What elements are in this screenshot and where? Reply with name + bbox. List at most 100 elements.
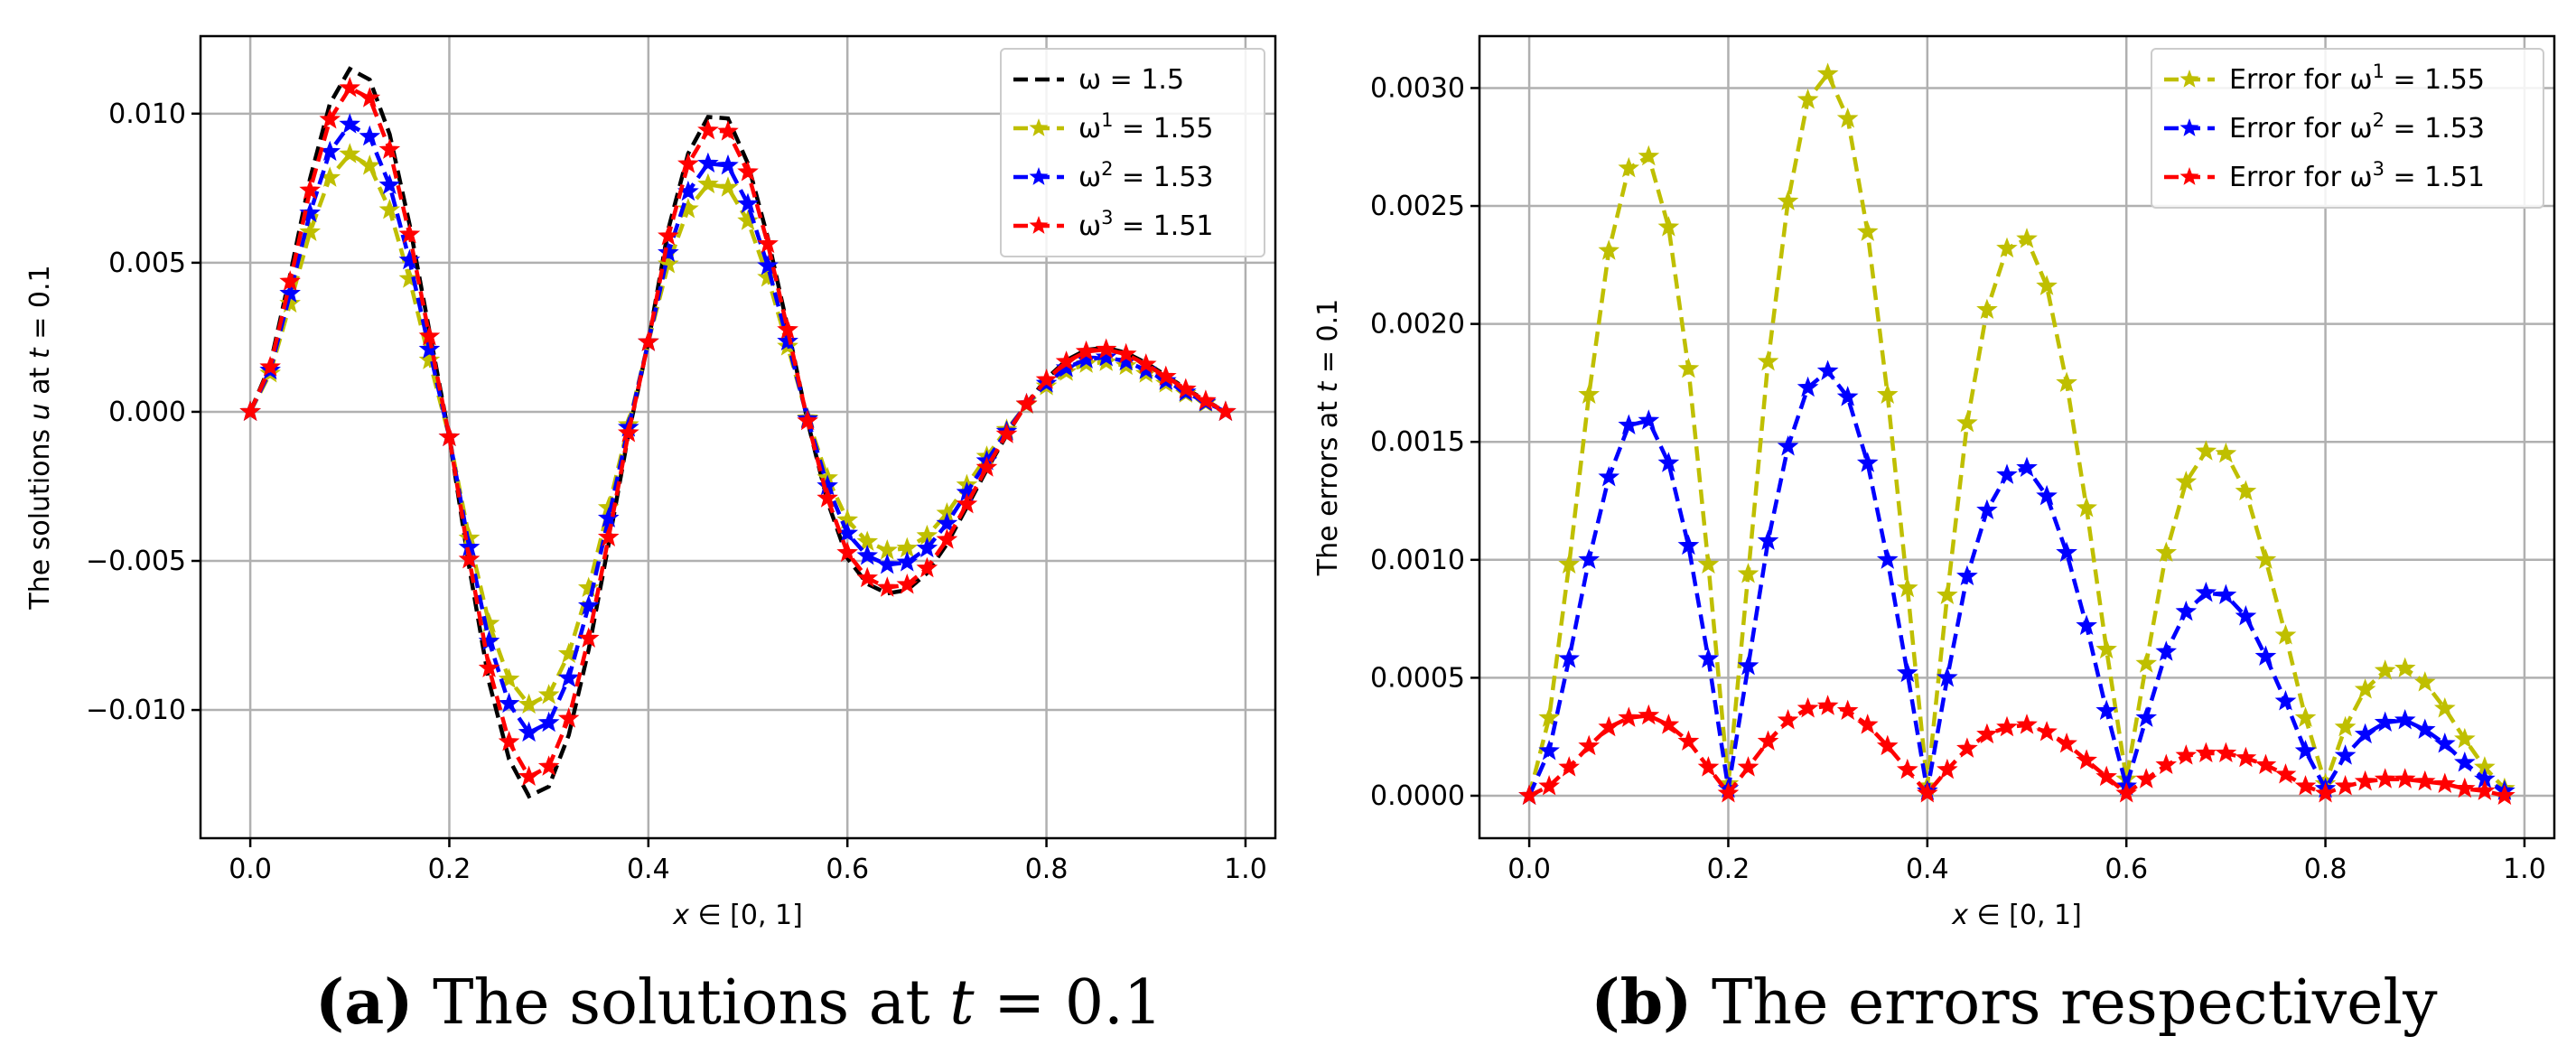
chart-b-data-point bbox=[2354, 723, 2376, 744]
chart-a-data-point bbox=[339, 143, 361, 163]
chart-b-data-point bbox=[2474, 779, 2496, 800]
chart-a-xtick-label: 1.0 bbox=[1224, 854, 1267, 885]
chart-a-data-point bbox=[259, 355, 281, 377]
chart-a-data-point bbox=[518, 765, 540, 787]
chart-a-data-point bbox=[856, 566, 879, 588]
chart-a-data-point bbox=[299, 220, 322, 241]
chart-b-data-point bbox=[2274, 763, 2297, 784]
chart-a-data-point bbox=[777, 318, 798, 340]
chart-b-data-point bbox=[1797, 89, 1819, 109]
chart-b-data-point bbox=[1737, 654, 1759, 676]
chart-b-legend-label: Error for ω2 = 1.53 bbox=[2229, 109, 2485, 145]
chart-a-data-point bbox=[1015, 392, 1038, 414]
chart-a-data-point bbox=[658, 241, 679, 263]
chart-b-data-point bbox=[1996, 463, 2018, 484]
chart-b-data-point bbox=[1538, 706, 1560, 727]
chart-b-data-point bbox=[1518, 784, 1540, 806]
chart-b-data-point bbox=[2155, 541, 2178, 563]
chart-b-data-point bbox=[2394, 657, 2416, 678]
chart-a-series-0 bbox=[248, 66, 1227, 799]
chart-b-data-point bbox=[2294, 706, 2317, 727]
chart-a-data-point bbox=[339, 113, 361, 134]
chart-b-legend: Error for ω1 = 1.55 Error for ω2 = 1.53 Er… bbox=[2151, 48, 2544, 209]
chart-b-data-point bbox=[2215, 583, 2237, 605]
chart-a-data-point bbox=[577, 594, 600, 615]
chart-b-data-point bbox=[2394, 708, 2416, 730]
chart-a-data-point bbox=[1134, 353, 1157, 374]
chart-b-data-point bbox=[1618, 156, 1640, 178]
chart-b-data-point bbox=[1558, 756, 1580, 777]
chart-a-legend: ω = 1.5 ω1 = 1.55 ω2 = 1.53 ω3 = 1.51 bbox=[1000, 48, 1265, 257]
chart-b-data-point bbox=[1737, 563, 1759, 583]
chart-a-legend-marker bbox=[1029, 167, 1049, 185]
chart-a-data-point bbox=[975, 456, 998, 477]
chart-a-data-point bbox=[1175, 378, 1197, 398]
chart-b-data-point bbox=[1976, 723, 1998, 744]
chart-b-data-point bbox=[2433, 772, 2456, 793]
chart-a-data-point bbox=[638, 331, 659, 351]
chart-b-data-point bbox=[2374, 659, 2396, 680]
chart-a-legend-entry: ω3 = 1.51 bbox=[1013, 207, 1214, 242]
chart-a-series-3 bbox=[239, 76, 1237, 787]
chart-b-data-point bbox=[2195, 742, 2217, 763]
chart-a-ytick-label: −0.010 bbox=[86, 695, 186, 726]
chart-b-ytick-label: 0.0015 bbox=[1370, 426, 1465, 458]
chart-b-data-point bbox=[1876, 383, 1899, 405]
chart-b-data-point bbox=[1757, 730, 1779, 751]
chart-a-data-point bbox=[936, 528, 958, 549]
chart-a-data-point bbox=[916, 556, 938, 578]
chart-a-data-point bbox=[498, 667, 520, 689]
chart-b-data-point bbox=[1976, 298, 1998, 320]
chart-a-xtick-label: 0.2 bbox=[428, 854, 471, 885]
chart-b: 0.0 0.2 0.4 0.6 0.8 1.0 0.0000 0.0005 0.0010 0.00… bbox=[1312, 34, 2556, 931]
chart-b-data-point bbox=[2334, 744, 2357, 765]
chart-a-data-point bbox=[537, 755, 560, 776]
chart-b-data-point bbox=[2235, 746, 2257, 768]
chart-b-data-point bbox=[2036, 275, 2058, 295]
chart-b-data-point bbox=[2135, 652, 2158, 673]
chart-b-data-point bbox=[1976, 499, 1998, 520]
chart-b-data-point bbox=[2254, 645, 2277, 666]
chart-b-legend-marker bbox=[2179, 167, 2199, 185]
chart-b-data-point bbox=[1836, 699, 1859, 721]
chart-a-data-point bbox=[677, 198, 699, 219]
chart-b-ticks: 0.0 0.2 0.4 0.6 0.8 1.0 0.0000 0.0005 0.0010 0.00… bbox=[1370, 72, 2546, 885]
chart-b-data-point bbox=[1578, 548, 1601, 569]
chart-b-data-point bbox=[2076, 749, 2097, 770]
chart-b-data-point bbox=[2016, 714, 2038, 734]
chart-b-data-point bbox=[1816, 695, 1839, 715]
chart-a-series-line bbox=[248, 66, 1227, 799]
chart-a-data-point bbox=[398, 248, 421, 270]
chart-a-data-point bbox=[518, 721, 540, 742]
chart-b-data-point bbox=[1657, 216, 1680, 237]
chart-b-data-point bbox=[2334, 775, 2357, 796]
chart-a-data-point bbox=[359, 87, 381, 107]
chart-b-data-point bbox=[2374, 768, 2396, 789]
chart-b-data-point bbox=[2235, 480, 2257, 501]
chart-b-legend-label: Error for ω3 = 1.51 bbox=[2229, 158, 2485, 193]
chart-a-data-point bbox=[458, 547, 481, 569]
caption-b: (b) The errors respectively bbox=[1591, 966, 2438, 1039]
chart-b-data-point bbox=[2413, 718, 2436, 739]
chart-a-data-point bbox=[1035, 369, 1058, 389]
chart-b-data-point bbox=[1797, 696, 1819, 718]
chart-b-data-point bbox=[1956, 737, 1978, 758]
chart-a-data-point bbox=[1055, 350, 1078, 371]
chart-b-data-point bbox=[1917, 781, 1938, 803]
chart-a-legend-label: ω3 = 1.51 bbox=[1078, 207, 1214, 242]
chart-a-data-point bbox=[577, 627, 600, 648]
chart-a-data-point bbox=[1095, 346, 1117, 367]
chart-b-data-point bbox=[2056, 371, 2077, 392]
chart-b-data-point bbox=[1578, 383, 1601, 405]
chart-a-data-point bbox=[717, 176, 739, 197]
chart-b-data-point bbox=[2413, 770, 2436, 791]
chart-b-data-point bbox=[1598, 239, 1620, 260]
chart-b-data-point bbox=[1697, 756, 1720, 777]
chart-a-data-point bbox=[1095, 338, 1117, 359]
chart-b-data-point bbox=[2454, 751, 2476, 772]
chart-b-data-point bbox=[1757, 350, 1779, 371]
chart-b-data-point bbox=[1638, 704, 1660, 725]
chart-b-data-point bbox=[1677, 730, 1700, 751]
chart-b-data-point bbox=[1896, 661, 1918, 683]
